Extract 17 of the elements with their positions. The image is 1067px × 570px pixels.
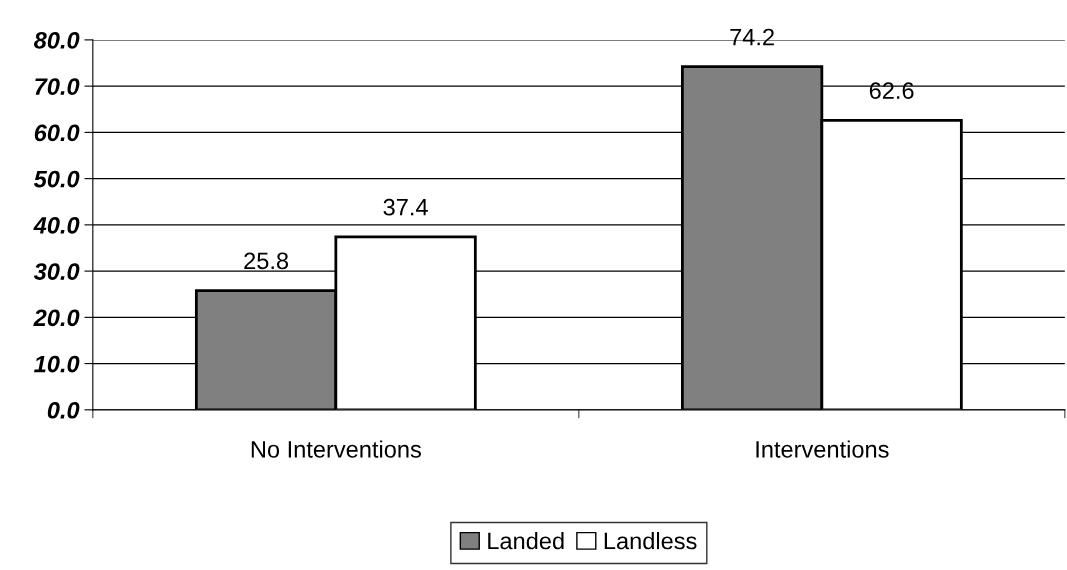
y-tick-label: 30.0 [33, 263, 80, 280]
y-tick-label: 20.0 [33, 309, 80, 327]
legend-label: Landless [604, 532, 697, 550]
legend-label: Landed [488, 532, 564, 550]
data-label: 37.4 [383, 198, 428, 216]
y-tick-label: 0.0 [47, 401, 80, 419]
y-tick-label: 40.0 [33, 216, 80, 234]
data-label: 62.6 [869, 82, 914, 100]
y-tick-label: 70.0 [35, 78, 80, 95]
x-tick-label: Interventions [756, 440, 889, 458]
data-label: 74.2 [730, 28, 774, 46]
y-tick-label: 60.0 [34, 124, 80, 142]
y-tick-label: 80.0 [34, 31, 80, 49]
data-label: 25.8 [244, 252, 289, 270]
y-tick-label: 10.0 [34, 355, 80, 373]
x-tick-label: No Interventions [251, 440, 421, 458]
y-tick-label: 50.0 [33, 170, 80, 188]
